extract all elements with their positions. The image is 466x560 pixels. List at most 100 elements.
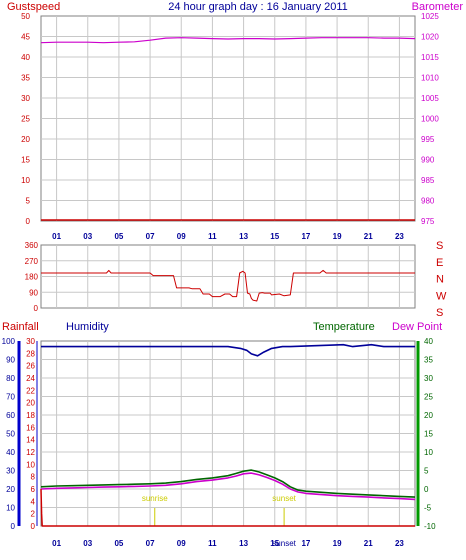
gust-y-tick-9: 5 xyxy=(26,197,31,206)
temperature-y-tick-7: 5 xyxy=(424,467,429,476)
gust-x-tick-17: 17 xyxy=(301,232,310,241)
temperature-axis-label: Temperature xyxy=(313,321,375,333)
wind-y-tick-2: 180 xyxy=(25,273,39,282)
compass-label-2: N xyxy=(436,274,444,286)
gust-x-tick-23: 23 xyxy=(395,232,404,241)
climate-x-tick-23: 23 xyxy=(395,539,404,548)
gust-x-tick-19: 19 xyxy=(333,232,342,241)
barometer-y-tick-8: 985 xyxy=(421,176,435,185)
rainfall-y-tick-5: 20 xyxy=(26,399,35,408)
climate-x-tick-19: 19 xyxy=(333,539,342,548)
barometer-y-tick-3: 1010 xyxy=(421,74,439,83)
rainfall-y-tick-2: 26 xyxy=(26,362,35,371)
temperature-y-tick-3: 25 xyxy=(424,393,433,402)
barometer-y-tick-4: 1005 xyxy=(421,94,439,103)
rainfall-y-tick-15: 0 xyxy=(31,522,36,531)
barometer-y-tick-2: 1015 xyxy=(421,53,439,62)
sunset-label: sunset xyxy=(272,494,296,503)
gust-x-tick-05: 05 xyxy=(114,232,123,241)
humidity-line xyxy=(41,343,415,357)
temperature-y-tick-9: -5 xyxy=(424,504,432,513)
gust-x-tick-21: 21 xyxy=(364,232,373,241)
gust-x-tick-13: 13 xyxy=(239,232,248,241)
rainfall-y-tick-14: 2 xyxy=(31,510,36,519)
rainfall-y-tick-3: 24 xyxy=(26,374,35,383)
temperature-y-tick-5: 15 xyxy=(424,430,433,439)
gust-x-tick-11: 11 xyxy=(208,232,217,241)
rainfall-axis-label: Rainfall xyxy=(2,321,39,333)
sunrise-label: sunrise xyxy=(142,494,168,503)
climate-x-tick-11: 11 xyxy=(208,539,217,548)
humidity-y-tick-1: 90 xyxy=(6,356,15,365)
humidity-y-tick-9: 10 xyxy=(6,504,15,513)
climate-x-tick-21: 21 xyxy=(364,539,373,548)
wind-y-tick-3: 90 xyxy=(29,288,38,297)
rainfall-y-tick-12: 6 xyxy=(31,485,36,494)
gust-x-tick-09: 09 xyxy=(177,232,186,241)
rainfall-y-tick-7: 16 xyxy=(26,423,35,432)
temperature-y-tick-0: 40 xyxy=(424,337,433,346)
rainfall-y-tick-1: 28 xyxy=(26,349,35,358)
rainfall-y-tick-11: 8 xyxy=(31,473,36,482)
barometer-y-tick-9: 980 xyxy=(421,197,435,206)
barometer-y-tick-5: 1000 xyxy=(421,115,439,124)
climate-x-tick-13: 13 xyxy=(239,539,248,548)
humidity-y-tick-4: 60 xyxy=(6,411,15,420)
humidity-y-tick-10: 0 xyxy=(11,522,16,531)
compass-label-3: W xyxy=(436,290,447,302)
gust-y-tick-3: 35 xyxy=(21,74,30,83)
humidity-y-tick-3: 70 xyxy=(6,393,15,402)
barometer-line xyxy=(40,37,416,44)
climate-x-tick-05: 05 xyxy=(114,539,123,548)
climate-x-tick-15: 15 xyxy=(270,539,279,548)
temperature-y-tick-2: 30 xyxy=(424,374,433,383)
gust-y-tick-8: 10 xyxy=(21,176,30,185)
humidity-y-tick-8: 20 xyxy=(6,485,15,494)
climate-x-tick-07: 07 xyxy=(146,539,155,548)
temperature-y-tick-8: 0 xyxy=(424,485,429,494)
humidity-y-tick-6: 40 xyxy=(6,448,15,457)
compass-label-1: E xyxy=(436,257,443,269)
rainfall-line xyxy=(40,488,415,527)
dew-point-axis-label: Dew Point xyxy=(392,321,442,333)
rainfall-y-tick-4: 22 xyxy=(26,386,35,395)
chart-title: 24 hour graph day : 16 January 2011 xyxy=(168,1,348,13)
wind-y-tick-4: 0 xyxy=(34,304,39,313)
gust-y-tick-0: 50 xyxy=(21,12,30,21)
rainfall-y-tick-6: 18 xyxy=(26,411,35,420)
gust-x-tick-07: 07 xyxy=(146,232,155,241)
gust-y-tick-2: 40 xyxy=(21,53,30,62)
gust-y-tick-7: 15 xyxy=(21,156,30,165)
sunset-axis-label: sunset xyxy=(272,539,296,548)
rainfall-y-tick-9: 12 xyxy=(26,448,35,457)
wind-direction-line xyxy=(41,269,415,302)
barometer-y-tick-6: 995 xyxy=(421,135,435,144)
temperature-line xyxy=(40,469,416,498)
temperature-y-tick-6: 10 xyxy=(424,448,433,457)
barometer-y-tick-1: 1020 xyxy=(421,33,439,42)
climate-x-tick-09: 09 xyxy=(177,539,186,548)
gust-y-tick-10: 0 xyxy=(26,217,31,226)
gust-x-tick-01: 01 xyxy=(52,232,61,241)
rainfall-y-tick-10: 10 xyxy=(26,460,35,469)
barometer-y-tick-10: 975 xyxy=(421,217,435,226)
compass-label-0: S xyxy=(436,240,443,252)
wind-y-tick-1: 270 xyxy=(25,257,39,266)
rainfall-y-tick-13: 4 xyxy=(31,497,36,506)
wind-y-tick-0: 360 xyxy=(25,241,39,250)
gust-axis-label: Gustspeed xyxy=(7,1,60,13)
gust-x-tick-03: 03 xyxy=(83,232,92,241)
compass-label-4: S xyxy=(436,307,443,319)
humidity-y-tick-5: 50 xyxy=(6,430,15,439)
barometer-y-tick-0: 1025 xyxy=(421,12,439,21)
gust-y-tick-6: 20 xyxy=(21,135,30,144)
climate-x-tick-01: 01 xyxy=(52,539,61,548)
humidity-y-tick-0: 100 xyxy=(2,337,16,346)
barometer-axis-label: Barometer xyxy=(412,1,464,13)
humidity-y-tick-7: 30 xyxy=(6,467,15,476)
gust-y-tick-1: 45 xyxy=(21,33,30,42)
humidity-axis-label: Humidity xyxy=(66,321,109,333)
gust-y-tick-5: 25 xyxy=(21,115,30,124)
